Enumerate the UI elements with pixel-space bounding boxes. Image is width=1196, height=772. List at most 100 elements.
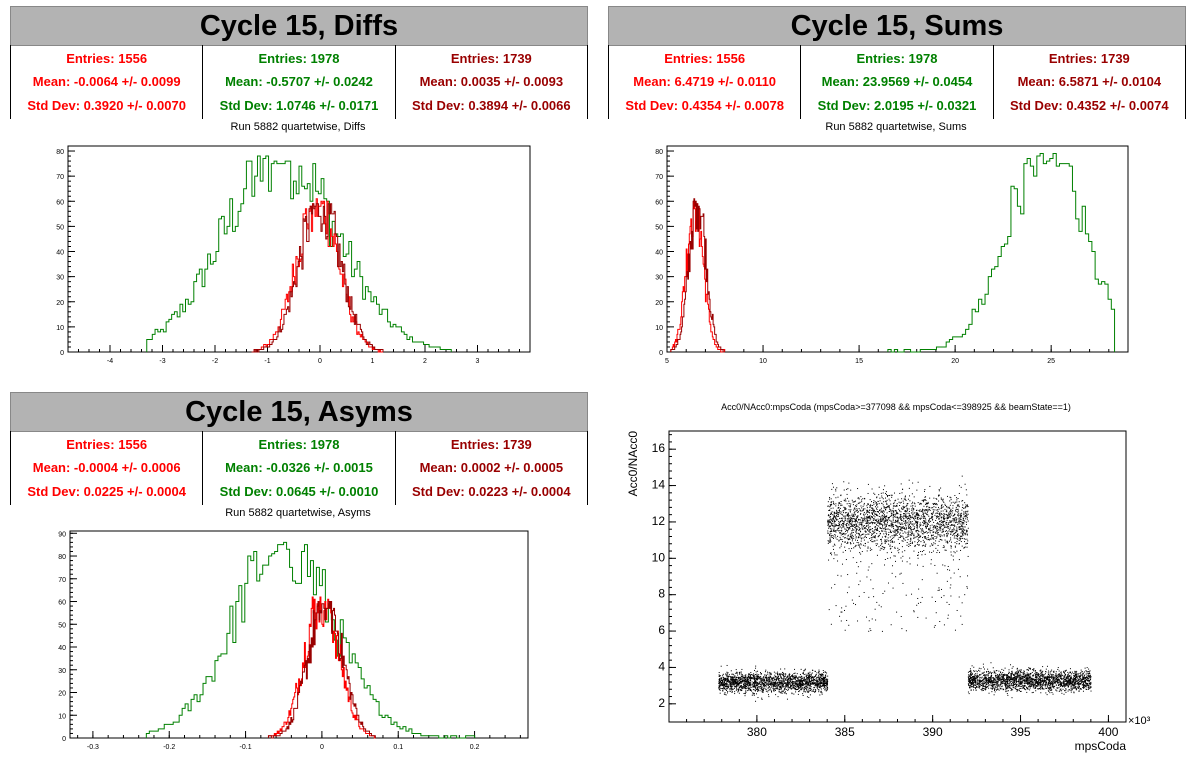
scatter-point	[869, 505, 871, 507]
scatter-point	[856, 572, 858, 574]
scatter-point	[1063, 670, 1065, 672]
scatter-point	[801, 679, 803, 681]
scatter-point	[736, 681, 738, 683]
scatter-point	[912, 509, 914, 511]
scatter-point	[753, 676, 755, 678]
scatter-point	[896, 516, 898, 518]
scatter-point	[938, 490, 940, 492]
scatter-point	[869, 499, 871, 501]
scatter-point	[912, 529, 914, 531]
scatter-point	[948, 512, 950, 514]
scatter-point	[960, 537, 962, 539]
scatter-point	[767, 673, 769, 675]
scatter-point	[880, 507, 882, 509]
scatter-point	[868, 527, 870, 529]
scatter-point	[840, 575, 842, 577]
scatter-point	[890, 503, 892, 505]
scatter-point	[882, 519, 884, 521]
scatter-point	[902, 516, 904, 518]
scatter-point	[918, 514, 920, 516]
scatter-point	[955, 520, 957, 522]
scatter-point	[866, 509, 868, 511]
scatter-point	[1085, 671, 1087, 673]
scatter-point	[823, 683, 825, 685]
scatter-point	[951, 525, 953, 527]
scatter-point	[964, 532, 966, 534]
scatter-point	[838, 507, 840, 509]
scatter-point	[842, 521, 844, 523]
scatter-point	[732, 683, 734, 685]
scatter-point	[771, 685, 773, 687]
scatter-point	[826, 672, 828, 674]
scatter-point	[745, 688, 747, 690]
scatter-point	[824, 680, 826, 682]
scatter-point	[1081, 675, 1083, 677]
scatter-point	[980, 688, 982, 690]
scatter-point	[917, 538, 919, 540]
scatter-point	[768, 689, 770, 691]
scatter-point	[840, 611, 842, 613]
scatter-point	[961, 500, 963, 502]
scatter-point	[938, 494, 940, 496]
mean-label: Mean: -0.5707 +/- 0.0242	[225, 74, 373, 90]
scatter-point	[789, 677, 791, 679]
scatter-point	[915, 536, 917, 538]
scatter-point	[762, 682, 764, 684]
scatter-point	[938, 513, 940, 515]
scatter-point	[897, 527, 899, 529]
scatter-point	[804, 691, 806, 693]
scatter-point	[924, 509, 926, 511]
scatter-point	[776, 673, 778, 675]
scatter-point	[1055, 678, 1057, 680]
scatter-point	[785, 673, 787, 675]
scatter-point	[926, 513, 928, 515]
scatter-point	[795, 684, 797, 686]
scatter-point	[956, 526, 958, 528]
scatter-point	[815, 674, 817, 676]
scatter-point	[872, 530, 874, 532]
scatter-point	[854, 501, 856, 503]
scatter-point	[788, 680, 790, 682]
scatter-point	[917, 557, 919, 559]
scatter-point	[857, 497, 859, 499]
scatter-point	[1010, 680, 1012, 682]
scatter-point	[803, 679, 805, 681]
scatter-point	[745, 678, 747, 680]
scatter-point	[748, 688, 750, 690]
scatter-point	[844, 541, 846, 543]
scatter-point	[813, 686, 815, 688]
scatter-point	[825, 682, 827, 684]
scatter-point	[829, 552, 831, 554]
scatter-point	[845, 525, 847, 527]
scatter-point	[879, 527, 881, 529]
scatter-point	[792, 674, 794, 676]
scatter-point	[952, 555, 954, 557]
scatter-point	[772, 683, 774, 685]
scatter-point	[961, 525, 963, 527]
scatter-point	[856, 510, 858, 512]
scatter-point	[850, 534, 852, 536]
scatter-point	[730, 676, 732, 678]
scatter-point	[730, 681, 732, 683]
scatter-point	[790, 679, 792, 681]
scatter-point	[733, 677, 735, 679]
scatter-point	[790, 680, 792, 682]
scatter-point	[951, 530, 953, 532]
scatter-point	[786, 685, 788, 687]
entries-label: Entries: 1556	[66, 51, 148, 67]
scatter-point	[893, 541, 895, 543]
scatter-point	[962, 527, 964, 529]
scatter-point	[900, 528, 902, 530]
scatter-point	[959, 520, 961, 522]
stats-column-darkred: Entries: 1739 Mean: 0.0035 +/- 0.0093 St…	[396, 45, 587, 119]
scatter-point	[880, 511, 882, 513]
scatter-point	[864, 530, 866, 532]
mean-label: Mean: -0.0004 +/- 0.0006	[32, 460, 181, 476]
scatter-point	[856, 508, 858, 510]
plot-frame	[666, 145, 1129, 353]
scatter-point	[833, 502, 835, 504]
scatter-point	[914, 518, 916, 520]
scatter-point	[880, 538, 882, 540]
scatter-point	[1040, 692, 1042, 694]
scatter-point	[868, 511, 870, 513]
